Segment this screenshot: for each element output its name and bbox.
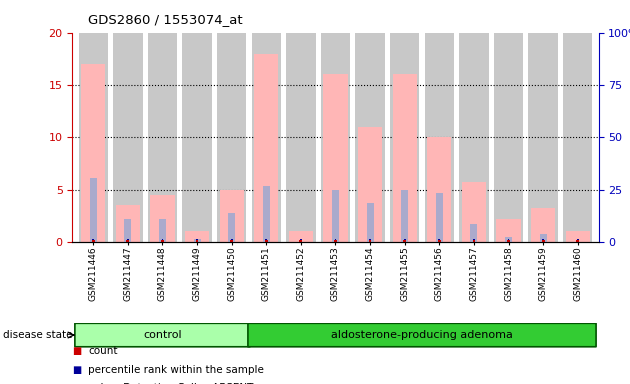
- Bar: [459, 33, 489, 242]
- Bar: [286, 33, 316, 242]
- Text: disease state: disease state: [3, 330, 72, 340]
- Bar: [79, 33, 108, 242]
- Bar: [127, 239, 129, 240]
- Bar: [403, 240, 406, 242]
- Bar: [231, 240, 233, 242]
- Text: control: control: [143, 330, 181, 340]
- Bar: [124, 219, 131, 242]
- Bar: [159, 219, 166, 242]
- FancyBboxPatch shape: [248, 323, 596, 347]
- Bar: [473, 239, 475, 240]
- Bar: [471, 224, 478, 242]
- Bar: [505, 237, 512, 242]
- Text: GDS2860 / 1553074_at: GDS2860 / 1553074_at: [88, 13, 243, 26]
- Bar: [147, 33, 177, 242]
- FancyBboxPatch shape: [75, 323, 250, 347]
- Bar: [369, 239, 371, 240]
- Bar: [334, 240, 337, 242]
- Text: percentile rank within the sample: percentile rank within the sample: [88, 365, 264, 375]
- Bar: [265, 239, 267, 240]
- Bar: [401, 190, 408, 242]
- Bar: [289, 232, 313, 242]
- Bar: [265, 240, 268, 242]
- Bar: [323, 74, 348, 242]
- Bar: [438, 239, 440, 240]
- Bar: [161, 240, 164, 242]
- Bar: [219, 190, 244, 242]
- Bar: [92, 240, 94, 242]
- Bar: [332, 190, 339, 242]
- Bar: [228, 213, 235, 242]
- Bar: [577, 239, 578, 240]
- Bar: [358, 127, 382, 242]
- Bar: [494, 33, 524, 242]
- Text: count: count: [88, 346, 118, 356]
- Bar: [369, 240, 372, 242]
- Bar: [392, 74, 417, 242]
- Bar: [529, 33, 558, 242]
- Text: ■: ■: [72, 365, 82, 375]
- Bar: [231, 239, 232, 240]
- Bar: [335, 239, 336, 240]
- Bar: [93, 239, 94, 240]
- Bar: [151, 195, 175, 242]
- Bar: [425, 33, 454, 242]
- Bar: [321, 33, 350, 242]
- Bar: [542, 239, 544, 240]
- Bar: [116, 205, 140, 242]
- Text: ■: ■: [72, 346, 82, 356]
- Bar: [81, 64, 105, 242]
- Bar: [263, 187, 270, 242]
- Bar: [196, 239, 198, 240]
- Bar: [563, 33, 592, 242]
- Bar: [161, 239, 163, 240]
- Bar: [196, 240, 198, 242]
- Bar: [436, 193, 443, 242]
- Bar: [217, 33, 246, 242]
- Bar: [472, 240, 475, 242]
- Bar: [299, 240, 302, 242]
- Bar: [390, 33, 420, 242]
- Bar: [113, 33, 142, 242]
- Bar: [507, 240, 510, 242]
- Bar: [427, 137, 452, 242]
- Bar: [542, 240, 544, 242]
- Text: ■: ■: [72, 383, 82, 384]
- Bar: [496, 219, 520, 242]
- Bar: [300, 239, 302, 240]
- Bar: [254, 53, 278, 242]
- Bar: [576, 240, 579, 242]
- Bar: [531, 209, 555, 242]
- Bar: [367, 203, 374, 242]
- Bar: [462, 182, 486, 242]
- Text: value, Detection Call = ABSENT: value, Detection Call = ABSENT: [88, 383, 253, 384]
- Bar: [182, 33, 212, 242]
- Bar: [89, 178, 96, 242]
- Bar: [508, 239, 510, 240]
- Bar: [355, 33, 385, 242]
- Bar: [185, 232, 209, 242]
- Bar: [251, 33, 281, 242]
- Bar: [193, 239, 200, 242]
- Text: aldosterone-producing adenoma: aldosterone-producing adenoma: [331, 330, 513, 340]
- Bar: [438, 240, 441, 242]
- Bar: [127, 240, 129, 242]
- Bar: [540, 233, 547, 242]
- Bar: [404, 239, 406, 240]
- Bar: [566, 232, 590, 242]
